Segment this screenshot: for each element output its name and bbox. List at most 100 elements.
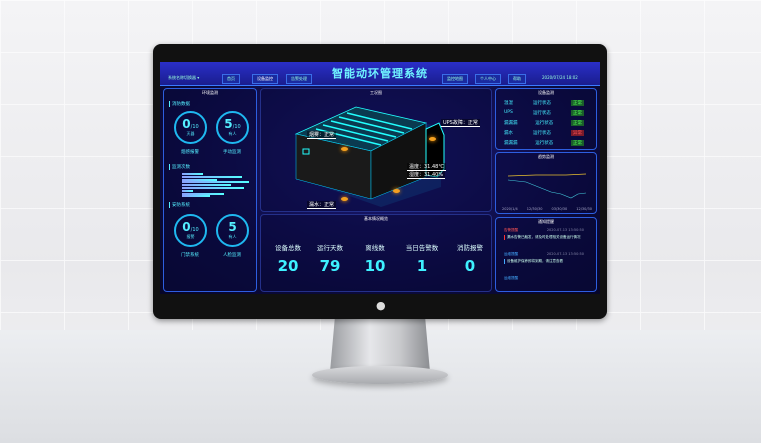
x-tick-label: 12/30/30 bbox=[526, 207, 543, 211]
security-caption-b: 人脸监测 bbox=[223, 253, 241, 258]
status-flag: 正常 bbox=[571, 120, 584, 126]
alarm-time: 2020-07-13 13:50:50 bbox=[546, 228, 584, 232]
status-name: 漏漏漏 bbox=[504, 121, 518, 126]
unit: 有人 bbox=[228, 234, 237, 239]
total: /10 bbox=[190, 124, 199, 130]
device-status-row[interactable]: 漏漏漏 运行状态 正常 bbox=[504, 140, 584, 146]
water-leak-label: 漏水：正常 bbox=[307, 201, 337, 209]
security-caption-a: 门禁系统 bbox=[181, 253, 199, 258]
panel-title: 工况图 bbox=[370, 90, 382, 95]
nav-profile[interactable]: 个人中心 bbox=[475, 74, 501, 84]
notification-panel: 通知提醒 告警提醒 2020-07-13 13:50:50 漏水告警已触发，请及时… bbox=[495, 217, 597, 292]
monitor-bar bbox=[182, 192, 224, 195]
label: 消防报警 bbox=[457, 244, 483, 252]
security-section-label: 安防系统 bbox=[169, 202, 190, 208]
stat-offline: 离线数 10 bbox=[345, 242, 405, 275]
status-name: 漏漏漏 bbox=[504, 141, 518, 146]
alarm-item[interactable]: 运维提醒 bbox=[504, 276, 518, 280]
page-title: 智能动环管理系统 bbox=[332, 67, 428, 80]
alarm-type: 运维提醒 bbox=[504, 252, 518, 256]
alarm-type: 告警提醒 bbox=[504, 228, 518, 232]
status-name: 漏水 bbox=[504, 131, 513, 136]
status-flag: 异常 bbox=[571, 130, 584, 136]
stat-fire-alarm: 消防报警 0 bbox=[440, 242, 500, 275]
value: 5 bbox=[224, 117, 233, 131]
status-state: 运行状态 bbox=[535, 141, 554, 146]
datacenter-3d-illustration bbox=[294, 106, 445, 207]
status-flag: 正常 bbox=[571, 110, 584, 116]
stat-alarms-today: 当日告警数 1 bbox=[392, 242, 452, 275]
panel-title: 设备监测 bbox=[538, 90, 554, 95]
water-sensor-icon[interactable] bbox=[341, 197, 348, 201]
fire-caption-a: 烟感报警 bbox=[181, 150, 199, 155]
alarm-text: 漏水告警已触发，请及时处理相关设备运行情况 bbox=[504, 235, 584, 240]
monitor-bar bbox=[182, 181, 249, 184]
smoke-sensor-icon[interactable] bbox=[341, 147, 348, 151]
monitor-bar bbox=[182, 175, 242, 178]
device-status-row[interactable]: 温湿 运行状态 正常 bbox=[504, 100, 584, 106]
total: /10 bbox=[232, 124, 241, 130]
humidity-label: 湿度：31.40% bbox=[407, 171, 446, 179]
value: 10 bbox=[364, 257, 386, 275]
unit: 报警 bbox=[186, 234, 195, 239]
datetime: 2020/07/24 18:02 bbox=[542, 75, 578, 80]
alarm-item[interactable]: 运维提醒 2020-07-13 13:50:50 设备维护保养即将到期，请注意查看 bbox=[504, 252, 584, 264]
monitor-bar bbox=[182, 189, 193, 192]
security-ring-a: 0/10 报警 bbox=[174, 214, 207, 247]
label: 运行天数 bbox=[317, 244, 343, 252]
status-name: UPS bbox=[504, 110, 513, 115]
trend-series-cyan bbox=[507, 179, 587, 199]
value: 0 bbox=[182, 220, 191, 234]
stat-run-days: 运行天数 79 bbox=[300, 242, 360, 275]
device-status-row[interactable]: 漏水 运行状态 异常 bbox=[504, 130, 584, 136]
alarm-item[interactable]: 告警提醒 2020-07-13 13:50:50 漏水告警已触发，请及时处理相关设… bbox=[504, 228, 584, 240]
status-flag: 正常 bbox=[571, 100, 584, 106]
x-tick-label: 12/30/30 bbox=[576, 207, 592, 211]
trend-series-yellow bbox=[507, 173, 587, 177]
label: 当日告警数 bbox=[405, 244, 439, 252]
unit: 有人 bbox=[228, 131, 237, 136]
stat-device-total: 设备总数 20 bbox=[258, 242, 318, 275]
apple-logo-icon: ● bbox=[376, 299, 386, 312]
nav-device-monitor[interactable]: 设备监控 bbox=[252, 74, 278, 84]
center-diagram-panel: 工况图 烟雾：正常 UPS故障：正常 温度：31.48℃ 湿度：31.40% 漏… bbox=[260, 88, 492, 212]
fire-caption-b: 手动监测 bbox=[223, 150, 241, 155]
nav-map[interactable]: 监控地图 bbox=[442, 74, 468, 84]
device-status-row[interactable]: UPS 运行状态 正常 bbox=[504, 110, 584, 116]
panel-title: 环境监测 bbox=[202, 90, 218, 95]
fire-ring-b: 5/10 有人 bbox=[216, 111, 249, 144]
fire-section-label: 消防数据 bbox=[169, 101, 190, 107]
status-state: 运行状态 bbox=[533, 131, 551, 136]
ups-sensor-icon[interactable] bbox=[429, 137, 436, 141]
nav-home[interactable]: 首页 bbox=[222, 74, 240, 84]
trend-line-chart bbox=[507, 173, 587, 199]
value: 20 bbox=[277, 257, 299, 275]
status-name: 温湿 bbox=[504, 101, 513, 106]
total: /10 bbox=[190, 227, 199, 233]
trend-panel: 趋势监测 2020/1/4 12/30/30 03/30/30 12/30/30 bbox=[495, 152, 597, 214]
temp-sensor-icon[interactable] bbox=[393, 189, 400, 193]
alarm-text: 设备维护保养即将到期，请注意查看 bbox=[504, 259, 584, 264]
account-switcher[interactable]: 系统名称切换器 ▾ bbox=[168, 75, 200, 80]
unit: 灭器 bbox=[186, 131, 195, 136]
monitor-section-label: 监测次数 bbox=[169, 164, 190, 170]
nav-alarm[interactable]: 告警处理 bbox=[286, 74, 312, 84]
status-flag: 正常 bbox=[571, 140, 584, 146]
security-ring-b: 5 有人 bbox=[216, 214, 249, 247]
monitor-bar bbox=[182, 178, 217, 181]
monitor-bar bbox=[182, 184, 231, 187]
nav-help[interactable]: 帮助 bbox=[508, 74, 526, 84]
device-status-row[interactable]: 漏漏漏 运行状态 正常 bbox=[504, 120, 584, 126]
panel-title: 基本情况概览 bbox=[364, 216, 388, 221]
left-panel: 环境监测 消防数据 0/10 灭器 5/10 有人 烟感报警 手动监测 监测次数 安… bbox=[163, 88, 257, 292]
value: 0 bbox=[182, 117, 191, 131]
x-tick-label: 2020/1/4 bbox=[502, 207, 518, 211]
stats-panel: 基本情况概览 bbox=[260, 214, 492, 292]
monitor-stand bbox=[330, 316, 430, 372]
x-tick-label: 03/30/30 bbox=[551, 207, 568, 211]
monitor-bar bbox=[182, 173, 203, 175]
status-state: 运行状态 bbox=[533, 101, 551, 106]
monitor-foot bbox=[312, 366, 448, 384]
value: 0 bbox=[464, 257, 476, 275]
label: 离线数 bbox=[365, 244, 385, 252]
